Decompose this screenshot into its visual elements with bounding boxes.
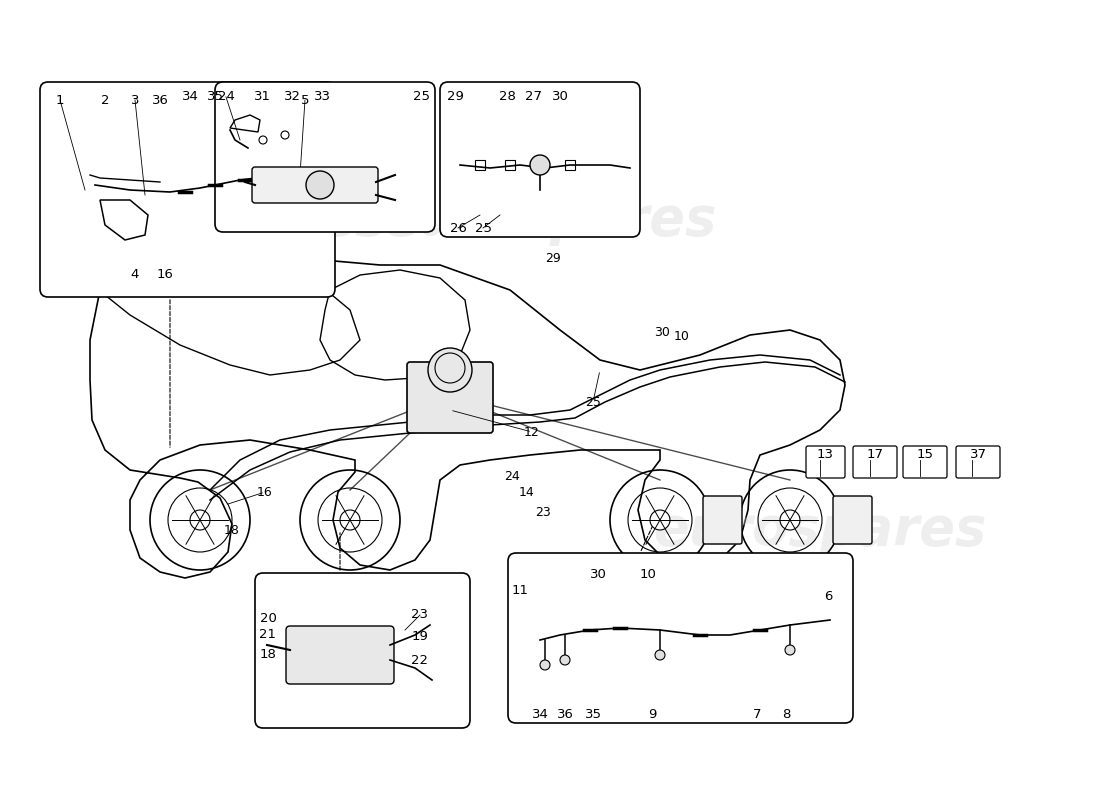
- Text: 2: 2: [101, 94, 109, 106]
- Text: 6: 6: [824, 590, 833, 603]
- Circle shape: [650, 510, 670, 530]
- Text: 28: 28: [498, 90, 516, 103]
- Text: 25: 25: [414, 90, 430, 103]
- Circle shape: [785, 645, 795, 655]
- Text: 34: 34: [531, 709, 549, 722]
- Circle shape: [560, 655, 570, 665]
- Text: 7: 7: [752, 709, 761, 722]
- Text: eurospares: eurospares: [653, 504, 987, 556]
- Text: 16: 16: [257, 486, 273, 498]
- Text: 11: 11: [512, 583, 528, 597]
- Text: 10: 10: [674, 330, 690, 343]
- Text: 23: 23: [411, 609, 429, 622]
- FancyBboxPatch shape: [214, 82, 434, 232]
- Text: 16: 16: [156, 269, 174, 282]
- Text: 30: 30: [654, 326, 670, 338]
- Text: 34: 34: [182, 90, 198, 103]
- FancyBboxPatch shape: [903, 446, 947, 478]
- Text: 29: 29: [447, 90, 463, 103]
- Text: 22: 22: [411, 654, 429, 666]
- Bar: [475, 160, 485, 170]
- Text: 5: 5: [300, 94, 309, 106]
- Circle shape: [280, 131, 289, 139]
- Circle shape: [780, 510, 800, 530]
- FancyBboxPatch shape: [508, 553, 852, 723]
- Text: 1: 1: [56, 94, 64, 106]
- FancyBboxPatch shape: [956, 446, 1000, 478]
- Text: 25: 25: [585, 395, 601, 409]
- Text: 27: 27: [525, 90, 541, 103]
- Circle shape: [340, 510, 360, 530]
- Text: 10: 10: [639, 569, 657, 582]
- FancyBboxPatch shape: [255, 573, 470, 728]
- Text: 31: 31: [253, 90, 271, 103]
- Text: eurospares: eurospares: [383, 194, 717, 246]
- Text: 21: 21: [260, 629, 276, 642]
- Text: 17: 17: [867, 449, 883, 462]
- Text: 9: 9: [648, 709, 657, 722]
- Circle shape: [306, 171, 334, 199]
- Text: 32: 32: [284, 90, 300, 103]
- Text: 30: 30: [551, 90, 569, 103]
- FancyBboxPatch shape: [407, 362, 493, 433]
- Text: 8: 8: [782, 709, 790, 722]
- Text: 23: 23: [535, 506, 551, 518]
- Text: 24: 24: [504, 470, 520, 483]
- Text: 35: 35: [207, 90, 223, 103]
- Bar: [505, 160, 515, 170]
- Circle shape: [654, 650, 666, 660]
- FancyBboxPatch shape: [40, 82, 336, 297]
- Text: 18: 18: [260, 649, 276, 662]
- Circle shape: [530, 155, 550, 175]
- Circle shape: [428, 348, 472, 392]
- Text: 20: 20: [260, 611, 276, 625]
- Text: 4: 4: [131, 269, 140, 282]
- FancyBboxPatch shape: [252, 167, 378, 203]
- Text: 24: 24: [218, 90, 234, 103]
- FancyBboxPatch shape: [833, 496, 872, 544]
- Text: 13: 13: [816, 449, 834, 462]
- Text: 35: 35: [584, 709, 602, 722]
- Text: 14: 14: [519, 486, 535, 498]
- Text: 15: 15: [916, 449, 934, 462]
- FancyBboxPatch shape: [286, 626, 394, 684]
- Text: 26: 26: [450, 222, 466, 234]
- Circle shape: [540, 660, 550, 670]
- Text: 33: 33: [314, 90, 330, 103]
- Text: eurospares: eurospares: [53, 194, 387, 246]
- FancyBboxPatch shape: [703, 496, 742, 544]
- Text: 36: 36: [152, 94, 168, 106]
- Circle shape: [190, 510, 210, 530]
- Text: 3: 3: [131, 94, 140, 106]
- FancyBboxPatch shape: [440, 82, 640, 237]
- Text: 37: 37: [969, 449, 987, 462]
- Text: 30: 30: [590, 569, 606, 582]
- Text: 25: 25: [474, 222, 492, 234]
- FancyBboxPatch shape: [806, 446, 845, 478]
- Circle shape: [258, 136, 267, 144]
- FancyBboxPatch shape: [852, 446, 896, 478]
- Text: 12: 12: [524, 426, 540, 438]
- Text: 18: 18: [224, 523, 240, 537]
- Text: 29: 29: [546, 251, 561, 265]
- Text: 19: 19: [411, 630, 428, 643]
- Text: 36: 36: [557, 709, 573, 722]
- Bar: [565, 160, 575, 170]
